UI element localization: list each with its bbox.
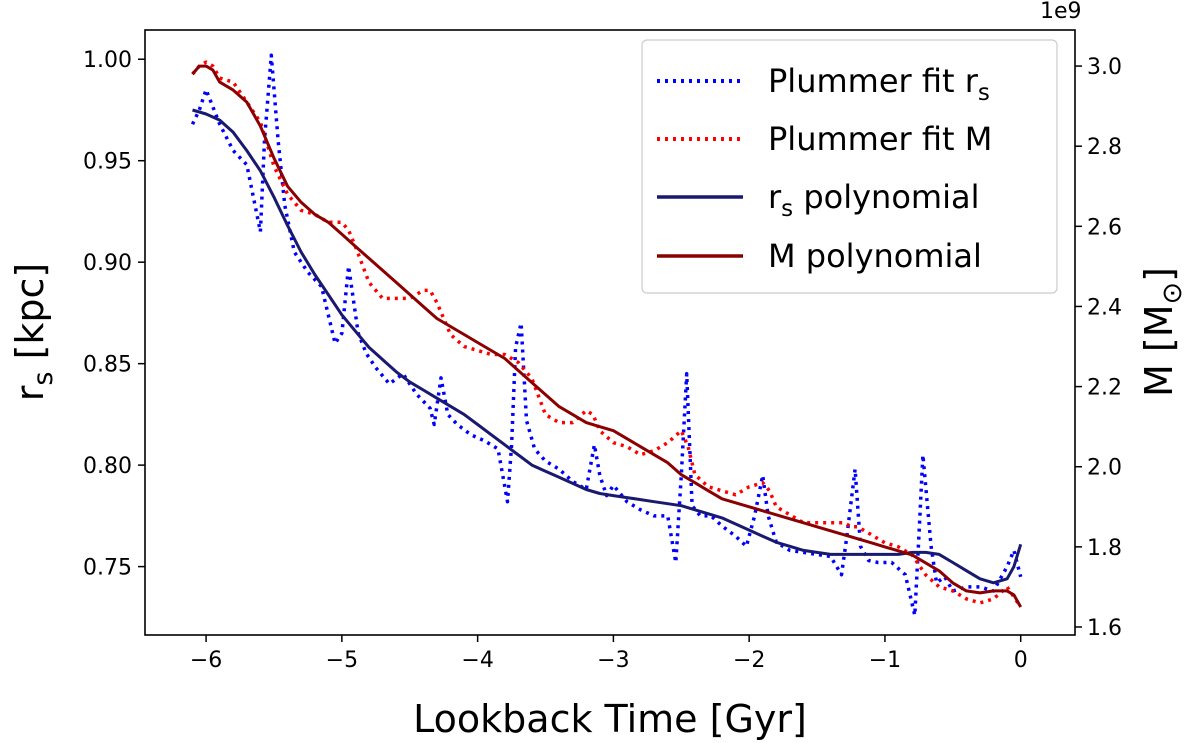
left-y-tick-label: 0.90 — [83, 251, 132, 276]
left-y-axis-label-main: r — [8, 385, 52, 401]
right-y-axis-label: M [M⊙] — [1137, 267, 1188, 397]
right-y-tick-label: 2.0 — [1087, 456, 1122, 481]
left-y-axis-ticks: 0.75 0.80 0.85 0.90 0.95 1.00 — [83, 48, 145, 581]
legend-label-plummer-rs: Plummer fit rs — [768, 62, 990, 106]
legend-label-rs-polynomial: rs polynomial — [768, 178, 979, 222]
right-y-axis-label-end: ] — [1137, 267, 1181, 282]
legend-entry-plummer-rs: Plummer fit rs — [657, 62, 990, 106]
x-tick-label: −3 — [597, 648, 629, 673]
legend-entry-plummer-m: Plummer fit M — [657, 120, 992, 158]
left-y-axis-label-sub: s — [28, 372, 59, 386]
right-y-tick-label: 3.0 — [1087, 55, 1122, 80]
right-y-axis-label-sub: ⊙ — [1157, 282, 1188, 305]
legend-entry-rs-polynomial: rs polynomial — [657, 178, 979, 222]
left-y-tick-label: 0.75 — [83, 556, 132, 581]
legend-entry-m-polynomial: M polynomial — [657, 237, 982, 275]
x-tick-label: −2 — [733, 648, 765, 673]
m-polynomial-series — [191, 64, 1023, 608]
left-y-tick-label: 0.85 — [83, 353, 132, 378]
legend: Plummer fit rs Plummer fit M rs polynomi… — [641, 39, 1058, 294]
x-tick-label: −1 — [869, 648, 901, 673]
right-y-tick-label: 2.4 — [1087, 295, 1122, 320]
x-axis-label: Lookback Time [Gyr] — [413, 697, 807, 741]
legend-label-m-polynomial: M polynomial — [768, 237, 982, 275]
right-axis-offset-label: 1e9 — [1040, 0, 1082, 24]
legend-label-plummer-m: Plummer fit M — [768, 120, 992, 158]
left-y-axis-label-unit: [kpc] — [8, 263, 52, 372]
right-y-axis-label-main: M [M — [1137, 304, 1181, 396]
x-tick-label: 0 — [1014, 648, 1028, 673]
x-axis-ticks: −6 −5 −4 −3 −2 −1 0 — [190, 635, 1028, 673]
right-y-tick-label: 1.6 — [1087, 616, 1122, 641]
series-layer — [190, 53, 1023, 618]
rs-polynomial-series — [192, 108, 1023, 585]
x-tick-label: −6 — [190, 648, 222, 673]
right-y-tick-label: 2.2 — [1087, 376, 1122, 401]
x-tick-label: −4 — [461, 648, 493, 673]
left-y-tick-label: 0.95 — [83, 150, 132, 175]
x-tick-label: −5 — [326, 648, 358, 673]
left-y-tick-label: 1.00 — [83, 48, 132, 73]
right-y-axis-ticks: 1.6 1.8 2.0 2.2 2.4 2.6 2.8 3.0 — [1075, 55, 1122, 641]
left-y-tick-label: 0.80 — [83, 454, 132, 479]
legend-box — [641, 39, 1058, 294]
left-y-axis-label: rs [kpc] — [8, 263, 59, 401]
plot-frame — [144, 29, 1076, 636]
right-y-tick-label: 2.8 — [1087, 135, 1122, 160]
right-y-tick-label: 2.6 — [1087, 215, 1122, 240]
right-y-tick-label: 1.8 — [1087, 536, 1122, 561]
